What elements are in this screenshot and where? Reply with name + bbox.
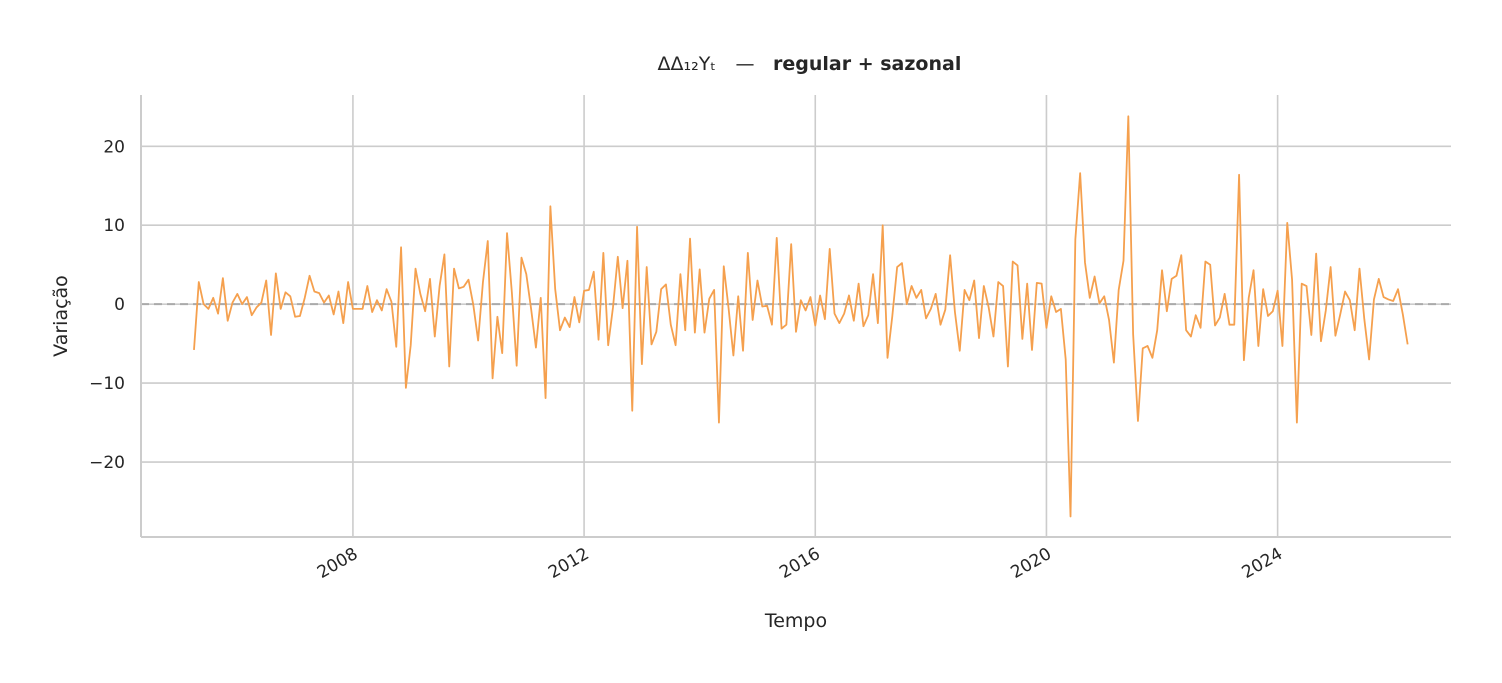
- y-tick-label: 20: [103, 137, 125, 157]
- x-tick-label: 2024: [1239, 544, 1286, 583]
- x-tick-label: 2008: [314, 544, 361, 583]
- x-tick-label: 2012: [545, 544, 592, 583]
- y-tick-labels: 20 10 0 −10 −20: [89, 137, 125, 473]
- y-tick-label: 10: [103, 216, 125, 236]
- chart-title: regular + sazonal: [773, 53, 961, 75]
- x-tick-label: 2016: [776, 544, 823, 583]
- y-tick-label: 0: [114, 295, 125, 315]
- chart-title-math: ΔΔ₁₂Yₜ: [658, 53, 716, 75]
- y-tick-label: −10: [89, 374, 125, 394]
- y-tick-label: −20: [89, 453, 125, 473]
- axes: [140, 95, 1451, 538]
- x-tick-label: 2020: [1007, 544, 1054, 583]
- series-line: [193, 115, 1409, 518]
- x-axis-label: Tempo: [764, 610, 827, 632]
- chart-title-separator: —: [736, 53, 755, 75]
- y-axis-label: Variação: [50, 275, 72, 357]
- x-tick-labels: 2008 2012 2016 2020 2024: [314, 544, 1286, 583]
